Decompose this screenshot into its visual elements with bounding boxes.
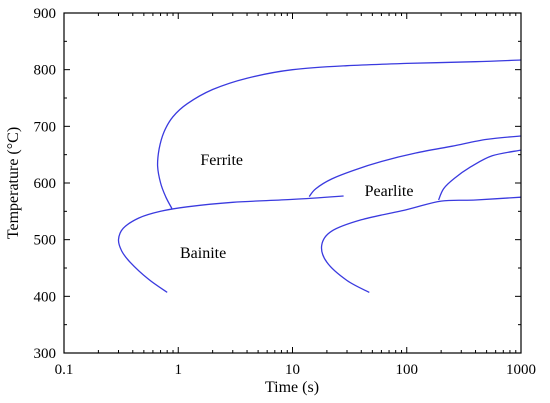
transformation-curve-4 bbox=[117, 195, 344, 293]
y-tick-label: 900 bbox=[34, 6, 57, 22]
x-tick-label: 1 bbox=[175, 362, 183, 378]
annotations-layer: Ferrite Pearlite Bainite bbox=[180, 152, 414, 262]
x-tick-label: 1000 bbox=[506, 362, 536, 378]
y-tick-label: 700 bbox=[34, 119, 57, 135]
y-tick-label: 400 bbox=[34, 289, 57, 305]
transformation-curve-1 bbox=[156, 59, 522, 209]
x-tick-label: 0.1 bbox=[55, 362, 74, 378]
x-tick-label: 100 bbox=[396, 362, 419, 378]
region-label-bainite: Bainite bbox=[180, 245, 226, 262]
y-tick-label: 500 bbox=[34, 233, 57, 249]
x-tick-label: 10 bbox=[285, 362, 300, 378]
region-label-ferrite: Ferrite bbox=[200, 152, 243, 169]
y-axis-label: Temperature (°C) bbox=[5, 127, 22, 239]
tick-labels-layer: 0.1 1 10 100 1000 300 400 500 600 700 800 900 bbox=[34, 6, 537, 378]
transformation-curve-5 bbox=[320, 196, 522, 293]
plot-frame bbox=[63, 12, 522, 354]
region-label-pearlite: Pearlite bbox=[365, 183, 414, 200]
ticks-layer bbox=[63, 12, 522, 354]
transformation-curve-3 bbox=[437, 149, 522, 201]
y-tick-label: 600 bbox=[34, 176, 57, 192]
y-tick-label: 800 bbox=[34, 63, 57, 79]
curves-layer bbox=[117, 59, 522, 293]
transformation-curve-2 bbox=[308, 135, 522, 198]
y-tick-label: 300 bbox=[34, 346, 57, 362]
x-axis-label: Time (s) bbox=[265, 379, 319, 396]
